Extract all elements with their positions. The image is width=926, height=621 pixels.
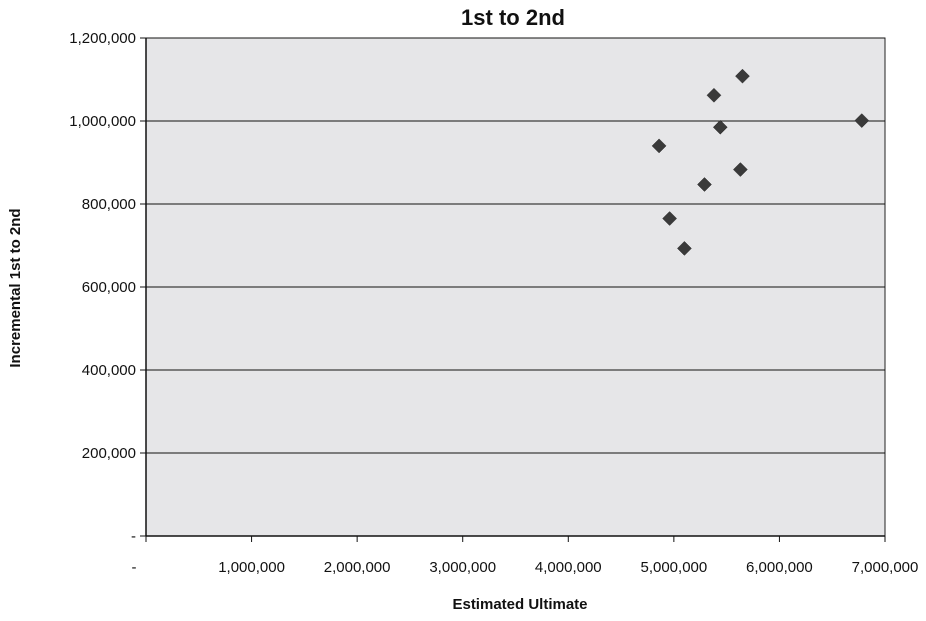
data-point xyxy=(712,119,728,135)
data-point xyxy=(733,162,748,177)
y-tick-label: 1,200,000 xyxy=(69,30,136,47)
y-tick-label: 1,000,000 xyxy=(69,113,136,130)
x-axis-title: Estimated Ultimate xyxy=(452,596,587,613)
y-tick-label: 400,000 xyxy=(82,362,136,379)
data-point xyxy=(662,211,677,226)
chart-title: 1st to 2nd xyxy=(461,5,565,30)
y-tick-label: 600,000 xyxy=(82,279,136,296)
x-tick-label: 2,000,000 xyxy=(324,559,391,576)
data-point xyxy=(651,138,667,154)
gridlines xyxy=(146,37,885,454)
data-point xyxy=(735,68,750,84)
x-tick-label: 1,000,000 xyxy=(218,559,285,576)
y-tick-label: - xyxy=(131,528,136,545)
y-axis-title: Incremental 1st to 2nd xyxy=(7,208,24,367)
x-axis-ticks: - 1,000,000 2,000,000 3,000,000 4,000,000 5,0… xyxy=(132,536,919,576)
data-point xyxy=(677,241,692,256)
x-tick-label: 3,000,000 xyxy=(429,559,496,576)
y-tick-label: 800,000 xyxy=(82,196,136,213)
x-tick-label: 7,000,000 xyxy=(852,559,919,576)
x-tick-label: 6,000,000 xyxy=(746,559,813,576)
data-point xyxy=(697,177,712,192)
data-point xyxy=(706,87,722,103)
y-tick-label: 200,000 xyxy=(82,445,136,462)
data-point xyxy=(854,113,870,128)
y-axis-ticks: - 200,000 400,000 600,000 800,000 1,000,000 1,… xyxy=(69,30,146,545)
x-tick-label: - xyxy=(132,559,137,576)
x-tick-label: 4,000,000 xyxy=(535,559,602,576)
data-points xyxy=(651,68,870,256)
x-tick-label: 5,000,000 xyxy=(640,559,707,576)
